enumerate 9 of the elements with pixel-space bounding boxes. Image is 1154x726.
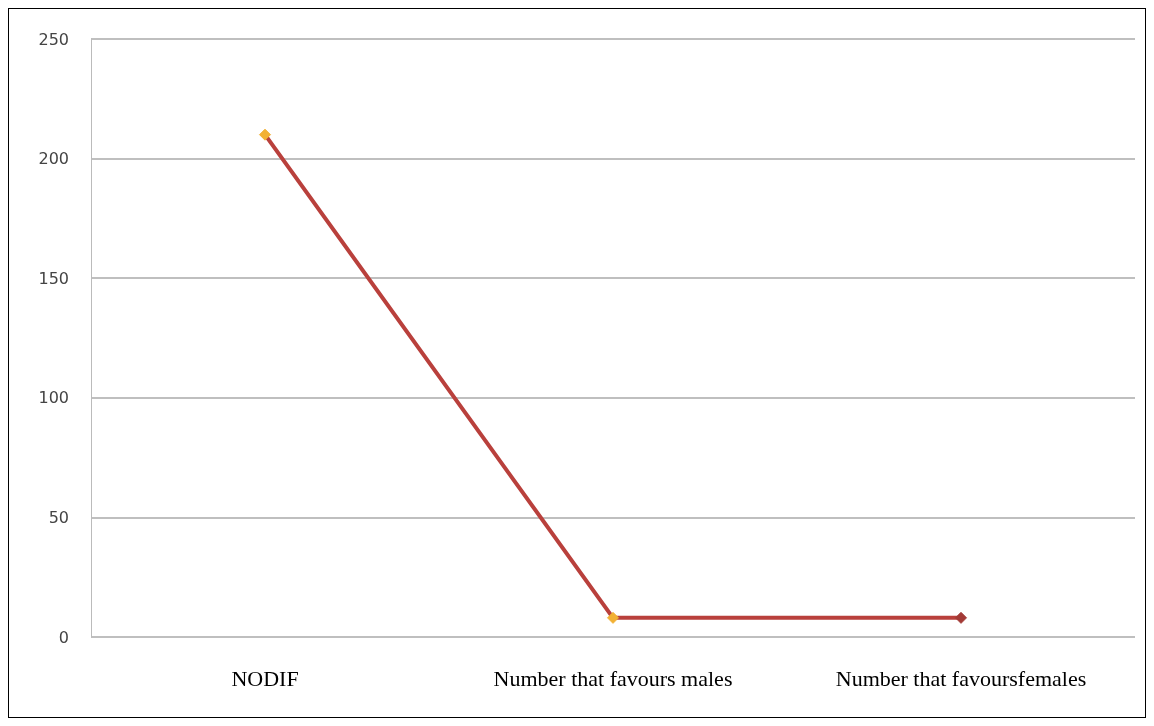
y-tick-label: 250: [38, 29, 69, 49]
y-tick-label: 100: [38, 388, 69, 408]
x-tick-label: Number that favoursfemales: [835, 665, 1087, 691]
x-tick-label: Number that favours males: [493, 665, 733, 691]
y-tick-label: 0: [58, 627, 69, 647]
y-tick-label: 150: [38, 268, 69, 288]
x-tick-label: NODIF: [231, 665, 299, 691]
y-tick-label: 200: [38, 149, 69, 169]
y-tick-label: 50: [48, 507, 69, 527]
